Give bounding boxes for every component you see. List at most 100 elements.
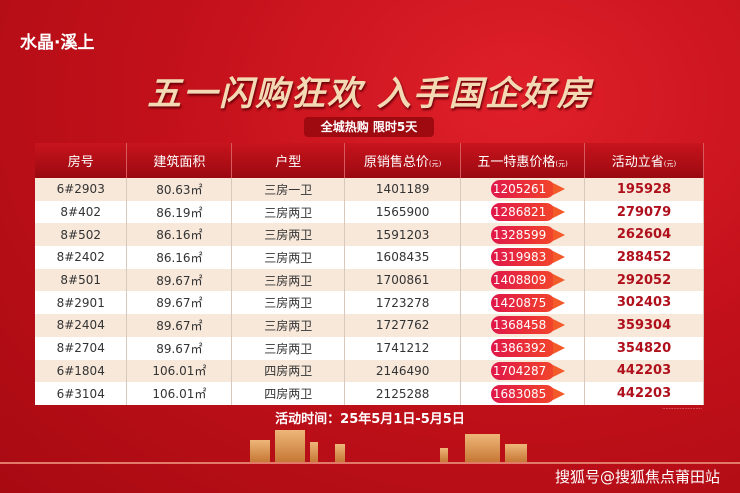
table-cell: 89.67㎡ xyxy=(126,336,233,360)
table-cell: 288452 xyxy=(584,246,704,269)
header-label: 建筑面积 xyxy=(153,155,206,170)
table-cell: 8#2901 xyxy=(35,291,128,315)
table-cell: 1328599 xyxy=(460,223,586,247)
table-cell: 8#2704 xyxy=(35,336,128,360)
cell-text: 2146490 xyxy=(375,363,430,378)
table-cell: 6#3104 xyxy=(35,382,128,405)
promo-price-pill: 1408809 xyxy=(490,271,565,290)
table-cell: 8#501 xyxy=(35,268,128,292)
promo-price-pill: 1328599 xyxy=(490,225,565,244)
cell-text: 1591203 xyxy=(375,227,430,242)
cell-text: 8#2704 xyxy=(56,341,105,356)
column-header: 原销售总价(元) xyxy=(344,143,462,178)
headline: 五一闪购狂欢 入手国企好房 xyxy=(147,74,593,114)
table-row: 8#402 86.19㎡ 三房两卫 1565900 1286821 279079 xyxy=(35,200,704,224)
savings-value: 302403 xyxy=(616,295,672,311)
table-cell: 89.67㎡ xyxy=(126,268,233,292)
table-cell: 三房一卫 xyxy=(231,178,346,201)
table-cell: 三房两卫 xyxy=(231,223,346,247)
table-cell: 89.67㎡ xyxy=(126,314,233,337)
column-header: 五一特惠价格(元) xyxy=(460,143,586,178)
column-header: 房号 xyxy=(35,143,128,178)
cell-text: 6#2903 xyxy=(56,182,105,197)
cell-text: 106.01㎡ xyxy=(152,364,207,379)
cell-text: 8#2901 xyxy=(56,295,105,310)
cell-text: 1727762 xyxy=(375,318,430,333)
table-cell: 三房两卫 xyxy=(231,314,346,337)
cell-text: 8#502 xyxy=(60,227,102,242)
table-cell: 1420875 xyxy=(460,291,586,315)
cell-text: 三房两卫 xyxy=(264,205,313,220)
cell-text: 86.19㎡ xyxy=(156,205,203,220)
cell-text: 1608435 xyxy=(375,250,430,265)
table-row: 6#1804 106.01㎡ 四房两卫 2146490 1704287 442203 xyxy=(35,359,704,383)
table-cell: 86.16㎡ xyxy=(126,246,233,269)
cell-text: 1565900 xyxy=(375,205,430,220)
table-cell: 三房两卫 xyxy=(231,200,346,224)
header-label: 房号 xyxy=(67,155,94,170)
table-cell: 86.19㎡ xyxy=(126,200,233,224)
table-row: 8#2704 89.67㎡ 三房两卫 1741212 1386392 354820 xyxy=(35,336,704,360)
table-cell: 442203 xyxy=(584,382,704,405)
table-cell: 8#2402 xyxy=(35,246,128,269)
promo-price-pill: 1386392 xyxy=(490,339,565,358)
cell-text: 80.63㎡ xyxy=(156,182,203,197)
cell-text: 三房一卫 xyxy=(264,182,313,197)
table-cell: 1591203 xyxy=(344,223,462,247)
table-cell: 106.01㎡ xyxy=(126,359,233,383)
table-cell: 1286821 xyxy=(460,200,586,224)
table-cell: 106.01㎡ xyxy=(126,382,233,405)
table-cell: 1565900 xyxy=(344,200,462,224)
cell-text: 89.67㎡ xyxy=(156,273,203,288)
savings-value: 442203 xyxy=(616,386,672,402)
cell-text: 8#2404 xyxy=(56,318,105,333)
header-label: 原销售总价 xyxy=(363,155,429,170)
table-row: 8#2402 86.16㎡ 三房两卫 1608435 1319983 288452 xyxy=(35,246,704,269)
table-cell: 四房两卫 xyxy=(231,382,346,405)
table-cell: 6#2903 xyxy=(35,178,128,201)
fine-print: ························· xyxy=(662,406,702,412)
cell-text: 1723278 xyxy=(375,295,430,310)
table-cell: 1401189 xyxy=(344,178,462,201)
cell-text: 三房两卫 xyxy=(264,341,313,356)
cell-text: 89.67㎡ xyxy=(156,296,203,311)
unit-label: (元) xyxy=(428,160,442,168)
column-header: 建筑面积 xyxy=(126,143,233,178)
savings-value: 354820 xyxy=(616,340,672,356)
table-cell: 2146490 xyxy=(344,359,462,383)
watermark: 搜狐号@搜狐焦点莆田站 xyxy=(554,468,720,486)
cell-text: 1741212 xyxy=(375,341,430,356)
cell-text: 三房两卫 xyxy=(264,296,313,311)
table-cell: 1368458 xyxy=(460,314,586,337)
brand-logo: 水晶·溪上 xyxy=(20,33,95,53)
activity-time: 活动时间：25年5月1日-5月5日 xyxy=(275,412,465,427)
table-cell: 2125288 xyxy=(344,382,462,405)
cell-text: 8#501 xyxy=(60,273,102,288)
table-cell: 292052 xyxy=(584,268,704,292)
savings-value: 279079 xyxy=(616,204,672,220)
table-header: 房号 建筑面积 户型 原销售总价(元) 五一特惠价格(元) 活动立省(元) xyxy=(35,143,704,178)
table-row: 8#501 89.67㎡ 三房两卫 1700861 1408809 292052 xyxy=(35,268,704,292)
table-cell: 1741212 xyxy=(344,336,462,360)
promo-price-pill: 1368458 xyxy=(490,316,565,335)
savings-value: 359304 xyxy=(616,317,672,333)
table-cell: 1700861 xyxy=(344,268,462,292)
table-cell: 三房两卫 xyxy=(231,268,346,292)
cell-text: 三房两卫 xyxy=(264,318,313,333)
cell-text: 8#2402 xyxy=(56,250,105,265)
city-skyline-decoration xyxy=(250,430,530,462)
cell-text: 三房两卫 xyxy=(264,250,313,265)
table-cell: 86.16㎡ xyxy=(126,223,233,247)
table-cell: 359304 xyxy=(584,314,704,337)
table-cell: 三房两卫 xyxy=(231,291,346,315)
table-cell: 1319983 xyxy=(460,246,586,269)
cell-text: 四房两卫 xyxy=(264,387,313,402)
table-cell: 三房两卫 xyxy=(231,336,346,360)
cell-text: 1700861 xyxy=(375,273,430,288)
cell-text: 86.16㎡ xyxy=(156,250,203,265)
table-row: 8#502 86.16㎡ 三房两卫 1591203 1328599 262604 xyxy=(35,223,704,247)
table-cell: 302403 xyxy=(584,291,704,315)
promo-price-pill: 1319983 xyxy=(490,248,565,267)
table-cell: 四房两卫 xyxy=(231,359,346,383)
table-cell: 1205261 xyxy=(460,178,586,201)
